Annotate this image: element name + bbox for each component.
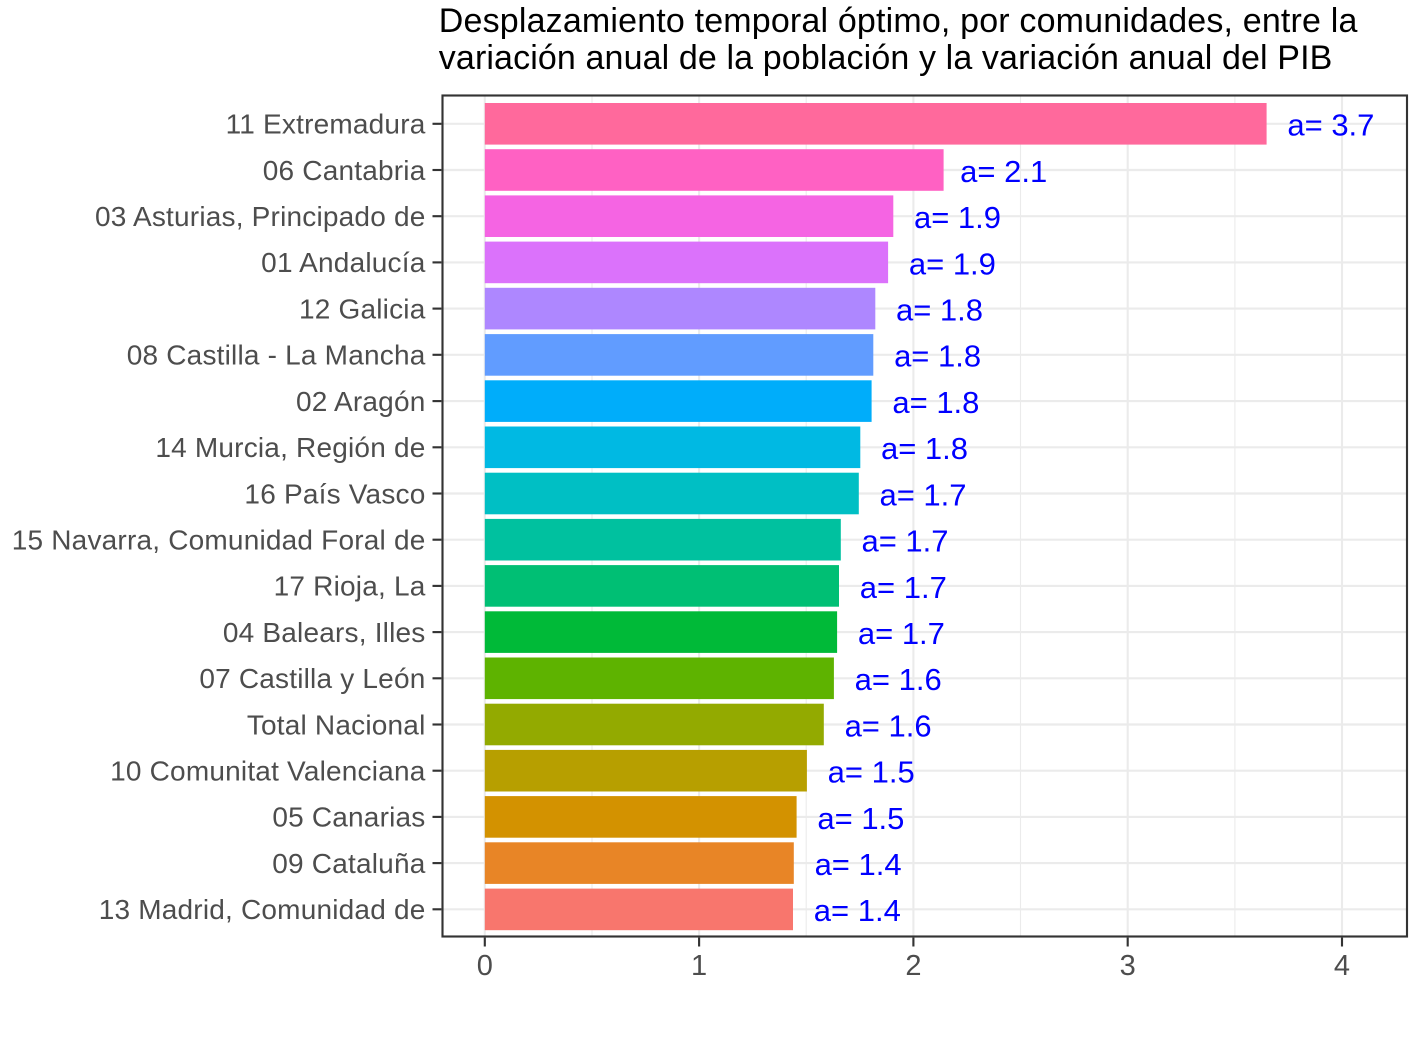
svg-text:02 Aragón: 02 Aragón bbox=[296, 386, 425, 417]
svg-text:17 Rioja, La: 17 Rioja, La bbox=[274, 571, 426, 602]
svg-text:a= 1.7: a= 1.7 bbox=[861, 524, 948, 559]
svg-text:09 Cataluña: 09 Cataluña bbox=[272, 848, 425, 879]
svg-text:a= 1.6: a= 1.6 bbox=[845, 708, 932, 743]
svg-text:2: 2 bbox=[905, 950, 921, 982]
svg-text:a= 1.8: a= 1.8 bbox=[896, 293, 983, 328]
svg-text:0: 0 bbox=[477, 950, 493, 982]
svg-text:06 Cantabria: 06 Cantabria bbox=[263, 155, 426, 186]
svg-text:a= 1.8: a= 1.8 bbox=[881, 431, 968, 466]
svg-text:3: 3 bbox=[1120, 950, 1136, 982]
svg-text:a= 3.7: a= 3.7 bbox=[1287, 108, 1374, 143]
svg-text:1: 1 bbox=[691, 950, 707, 982]
svg-text:12 Galicia: 12 Galicia bbox=[299, 293, 426, 324]
svg-text:16 País Vasco: 16 País Vasco bbox=[244, 478, 425, 509]
svg-text:Total Nacional: Total Nacional bbox=[247, 709, 426, 740]
svg-text:07 Castilla y León: 07 Castilla y León bbox=[199, 663, 425, 694]
svg-text:13 Madrid, Comunidad de: 13 Madrid, Comunidad de bbox=[99, 894, 426, 925]
svg-text:a= 2.1: a= 2.1 bbox=[960, 154, 1047, 189]
svg-text:a= 1.9: a= 1.9 bbox=[909, 246, 996, 281]
svg-text:variación anual de la població: variación anual de la población y la var… bbox=[439, 39, 1333, 77]
svg-text:10 Comunitat Valenciana: 10 Comunitat Valenciana bbox=[110, 756, 426, 787]
svg-text:a= 1.6: a= 1.6 bbox=[855, 662, 942, 697]
svg-text:a= 1.5: a= 1.5 bbox=[828, 755, 915, 790]
svg-text:03 Asturias, Principado de: 03 Asturias, Principado de bbox=[95, 201, 426, 232]
svg-text:Desplazamiento temporal óptimo: Desplazamiento temporal óptimo, por comu… bbox=[439, 2, 1358, 40]
svg-text:a= 1.9: a= 1.9 bbox=[914, 200, 1001, 235]
svg-text:a= 1.5: a= 1.5 bbox=[817, 801, 904, 836]
svg-text:01 Andalucía: 01 Andalucía bbox=[261, 247, 426, 278]
svg-text:04 Balears, Illes: 04 Balears, Illes bbox=[223, 617, 426, 648]
svg-text:a= 1.4: a= 1.4 bbox=[814, 893, 901, 928]
svg-text:a= 1.8: a= 1.8 bbox=[892, 385, 979, 420]
svg-text:a= 1.8: a= 1.8 bbox=[894, 339, 981, 374]
svg-text:a= 1.7: a= 1.7 bbox=[858, 616, 945, 651]
svg-text:15 Navarra, Comunidad Foral de: 15 Navarra, Comunidad Foral de bbox=[12, 525, 426, 556]
svg-text:a= 1.7: a= 1.7 bbox=[879, 477, 966, 512]
svg-text:a= 1.7: a= 1.7 bbox=[860, 570, 947, 605]
svg-text:4: 4 bbox=[1334, 950, 1350, 982]
svg-text:08 Castilla - La Mancha: 08 Castilla - La Mancha bbox=[127, 340, 426, 371]
svg-text:14 Murcia, Región de: 14 Murcia, Región de bbox=[155, 432, 425, 463]
svg-text:11 Extremadura: 11 Extremadura bbox=[226, 109, 426, 140]
svg-text:05 Canarias: 05 Canarias bbox=[272, 802, 425, 833]
svg-text:a= 1.4: a= 1.4 bbox=[815, 847, 902, 882]
